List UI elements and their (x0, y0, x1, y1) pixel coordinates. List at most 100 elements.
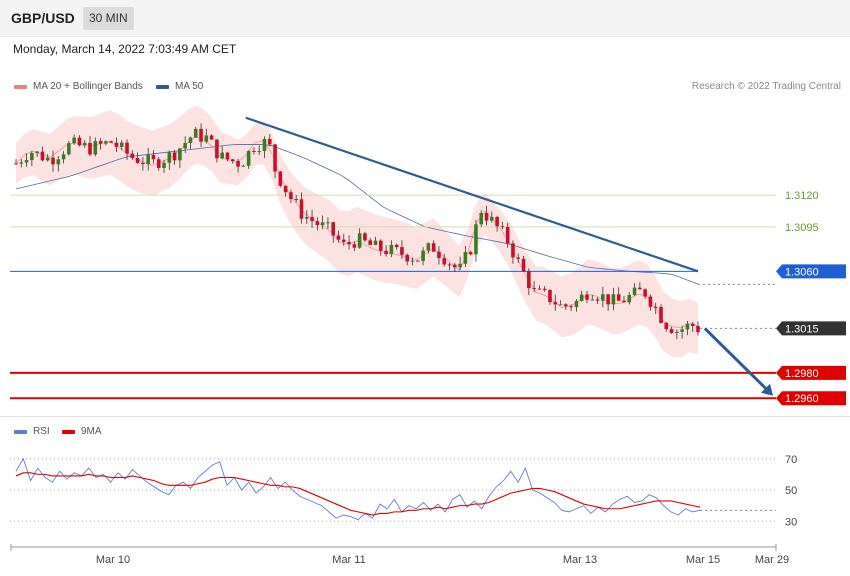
candle-body (595, 299, 600, 301)
x-tick-label: Mar 13 (563, 554, 597, 566)
x-tick-label: Mar 29 (755, 554, 789, 566)
candle-body (67, 143, 71, 155)
candle-body (421, 250, 425, 262)
candle-body (384, 250, 388, 255)
level-badge-4 (776, 365, 846, 380)
research-credit: Research © 2022 Trading Central (691, 81, 841, 92)
candle-body (347, 241, 351, 245)
candle-body (230, 159, 235, 162)
candle-body (283, 185, 288, 193)
candle-body (516, 257, 521, 259)
projection-arrowhead (761, 383, 774, 396)
candle-body (188, 137, 193, 144)
rsi-level-label-2: 30 (785, 516, 797, 528)
candle-body (204, 135, 209, 142)
candle-body (553, 302, 558, 305)
candle-body (304, 217, 309, 219)
candle-body (315, 221, 320, 226)
candle-body (199, 128, 203, 142)
panel-divider (0, 416, 850, 417)
candle-body (82, 142, 87, 146)
candle-body (505, 226, 510, 244)
candle-body (30, 153, 34, 161)
candle-body (19, 162, 24, 164)
candle-body (45, 157, 50, 161)
x-tick-label: Mar 11 (332, 554, 365, 566)
candle-body (415, 260, 420, 262)
candle-body (611, 294, 616, 305)
candle-body (447, 264, 452, 266)
bollinger-band (16, 105, 698, 358)
candle-body (336, 235, 341, 240)
candle-body (500, 226, 505, 228)
chart-date: Monday, March 14, 2022 7:03:49 AM CET (13, 42, 237, 56)
candle-body (183, 143, 187, 149)
candle-body (72, 137, 76, 144)
candle-body (606, 294, 610, 305)
legend-label-ma50: MA 50 (175, 81, 204, 92)
candle-body (389, 244, 394, 255)
level-badge-2 (776, 264, 846, 279)
candle-body (632, 287, 637, 295)
candle-body (643, 289, 647, 297)
candle-body (278, 171, 283, 186)
candle-body (246, 151, 251, 166)
candle-body (601, 294, 605, 301)
candle-body (119, 142, 124, 147)
candle-body (14, 163, 18, 165)
candle-body (378, 240, 383, 251)
rsi-level-label-1: 50 (785, 485, 797, 497)
candle-body (453, 264, 457, 268)
candle-body (675, 331, 679, 333)
candle-body (463, 252, 468, 264)
legend-swatch-ma50 (156, 84, 169, 89)
candle-body (690, 323, 695, 327)
candle-body (299, 199, 304, 219)
candle-body (151, 155, 156, 160)
candle-body (616, 294, 621, 301)
candle-body (394, 244, 399, 248)
pair-title: GBP/USD (11, 10, 75, 26)
candle-body (352, 244, 357, 248)
candle-body (511, 243, 515, 258)
candle-body (51, 157, 55, 165)
legend-swatch-9ma (62, 429, 75, 434)
candle-body (532, 288, 536, 290)
candle-body (40, 151, 45, 161)
candle-body (490, 216, 494, 221)
candle-body (326, 222, 330, 224)
x-tick-label: Mar 10 (96, 554, 130, 566)
candle-body (373, 240, 378, 245)
candle-body (310, 217, 314, 222)
candle-body (141, 162, 145, 164)
candle-body (558, 304, 563, 306)
header: GBP/USD 30 MIN (0, 0, 850, 37)
candle-body (458, 263, 462, 268)
legend-swatch-bollinger (14, 84, 27, 89)
candle-body (35, 151, 39, 154)
level-label-2: 1.3060 (785, 266, 819, 278)
candle-body (252, 151, 256, 153)
level-badge-5 (776, 391, 846, 406)
candle-body (172, 152, 177, 161)
candle-body (257, 151, 261, 153)
candle-body (569, 306, 573, 308)
candle-body (267, 138, 272, 145)
candle-body (648, 296, 653, 307)
candle-body (24, 160, 29, 163)
timeframe-button[interactable]: 30 MIN (83, 7, 134, 30)
candle-body (56, 159, 61, 165)
candle-body (236, 161, 240, 167)
candle-body (125, 142, 129, 154)
candle-body (167, 152, 172, 163)
rsi-line (15, 457, 701, 521)
candle-body (585, 294, 589, 300)
ma20-line (15, 136, 699, 329)
candle-body (114, 142, 119, 147)
legend-label-9ma: 9MA (81, 426, 102, 437)
rsi-9ma-line (15, 472, 701, 516)
candle-body (368, 240, 373, 245)
candle-body (331, 222, 336, 236)
level-label-3: 1.3015 (785, 323, 819, 335)
